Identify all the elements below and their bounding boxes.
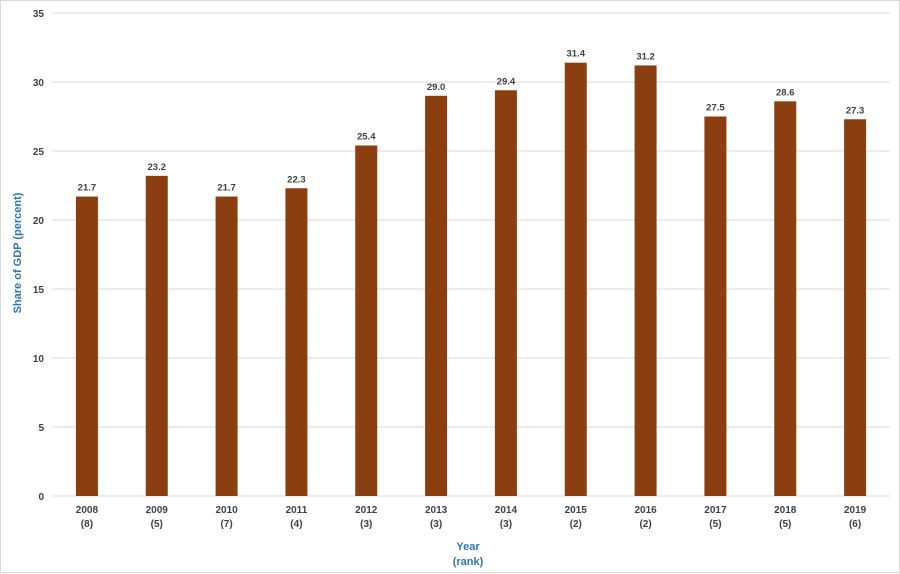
data-label: 28.6: [776, 87, 795, 98]
bar-2014: [494, 90, 517, 496]
data-label: 25.4: [357, 131, 376, 142]
x-tick-rank: (2): [570, 519, 582, 530]
y-tick-label: 30: [33, 78, 45, 89]
bar-2010: [215, 196, 238, 497]
data-label: 27.5: [706, 103, 725, 114]
x-axis-ticks: 2008 (8) 2009 (5) 2010 (7) 2011 (4) 2012 (3) 2013 (…: [76, 505, 867, 530]
data-label: 22.3: [287, 174, 306, 185]
y-axis-ticks: 0 5 10 15 20 25 30 35: [33, 9, 45, 503]
x-tick-year: 2011: [286, 505, 308, 516]
x-tick-year: 2016: [634, 505, 657, 516]
x-tick-rank: (5): [709, 519, 721, 530]
bar-2019: [844, 119, 867, 496]
y-tick-label: 10: [33, 354, 45, 365]
x-tick-rank: (7): [220, 519, 232, 530]
bar-2008: [75, 196, 98, 497]
x-tick-year: 2013: [425, 505, 448, 516]
x-tick-rank: (3): [360, 519, 372, 530]
x-tick-year: 2014: [495, 505, 518, 516]
data-label: 31.4: [567, 49, 586, 60]
data-label: 29.0: [427, 82, 446, 93]
x-axis-title: Year: [456, 541, 480, 553]
x-tick-year: 2015: [565, 505, 588, 516]
x-tick-year: 2010: [215, 505, 238, 516]
y-tick-label: 25: [33, 147, 45, 158]
bar-2016: [634, 65, 657, 496]
x-tick-rank: (2): [639, 519, 651, 530]
x-tick-rank: (5): [779, 519, 791, 530]
y-tick-label: 35: [33, 9, 45, 20]
y-tick-label: 0: [38, 492, 44, 503]
x-tick-rank: (4): [290, 519, 302, 530]
bar-2017: [704, 116, 727, 496]
x-tick-rank: (8): [81, 519, 93, 530]
bar-2009: [145, 175, 168, 496]
bar-2018: [774, 101, 797, 496]
x-tick-rank: (3): [500, 519, 512, 530]
bar-2015: [564, 62, 587, 497]
gridlines: [52, 12, 890, 497]
x-tick-year: 2012: [355, 505, 378, 516]
data-label: 21.7: [78, 183, 97, 194]
x-tick-rank: (6): [849, 519, 861, 530]
x-tick-rank: (3): [430, 519, 442, 530]
x-tick-year: 2018: [774, 505, 797, 516]
y-axis-title: Share of GDP (percent): [12, 192, 24, 313]
x-tick-year: 2008: [76, 505, 99, 516]
data-label: 21.7: [217, 183, 236, 194]
bar-2011: [285, 188, 308, 496]
x-axis-subtitle: (rank): [453, 556, 484, 568]
bar-2012: [355, 145, 378, 497]
x-tick-year: 2009: [146, 505, 169, 516]
data-label: 29.4: [497, 76, 516, 87]
x-tick-year: 2017: [704, 505, 727, 516]
data-label: 27.3: [846, 105, 865, 116]
y-tick-label: 15: [33, 285, 45, 296]
x-tick-rank: (5): [151, 519, 163, 530]
y-tick-label: 20: [33, 216, 45, 227]
y-tick-label: 5: [38, 423, 44, 434]
x-tick-year: 2019: [844, 505, 867, 516]
data-label: 23.2: [148, 162, 167, 173]
data-labels: 21.7 23.2 21.7 22.3 25.4 29.0 29.4 31.4 31.2 27.5…: [78, 49, 865, 194]
bar-2013: [425, 95, 448, 497]
bars: [75, 62, 867, 497]
data-label: 31.2: [636, 51, 655, 62]
